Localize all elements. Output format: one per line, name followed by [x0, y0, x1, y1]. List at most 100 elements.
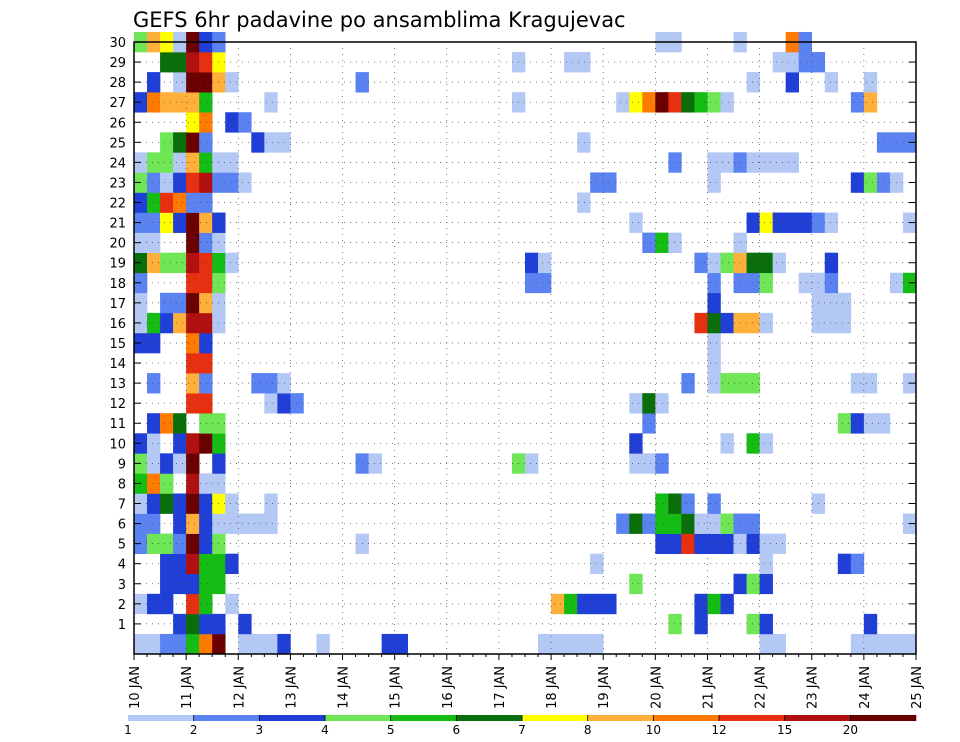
heatmap-cell — [160, 633, 174, 655]
heatmap-cell — [707, 92, 721, 113]
heatmap-cell — [616, 513, 630, 534]
heatmap-cell — [251, 513, 265, 534]
heatmap-cell — [746, 272, 760, 294]
heatmap-cell — [629, 433, 643, 454]
heatmap-cell — [655, 232, 669, 253]
y-axis: 1234567891011121314151617181920212223242… — [109, 36, 916, 633]
heatmap-cell — [199, 272, 213, 294]
heatmap-cell — [772, 533, 786, 554]
heatmap-cell — [694, 312, 708, 334]
heatmap-cell — [147, 453, 161, 474]
heatmap-cell — [655, 533, 669, 554]
heatmap-cell — [368, 453, 382, 474]
y-tick-label: 29 — [109, 56, 126, 71]
heatmap-cell — [759, 533, 773, 554]
heatmap-cell — [629, 513, 643, 534]
heatmap-cell — [707, 373, 721, 394]
colorbar-label: 4 — [321, 723, 329, 737]
heatmap-cell — [707, 292, 721, 314]
heatmap-cell — [824, 272, 839, 294]
colorbar-swatch — [653, 715, 720, 721]
y-tick-label: 3 — [118, 578, 126, 593]
heatmap-cell — [720, 252, 734, 274]
heatmap-cell — [186, 52, 200, 73]
heatmap-cell — [707, 332, 721, 354]
y-tick-label: 19 — [109, 257, 126, 272]
heatmap-cell — [824, 72, 839, 93]
heatmap-cell — [225, 513, 239, 534]
y-tick-label: 4 — [118, 558, 126, 573]
heatmap-cell — [186, 272, 200, 294]
heatmap-cell — [668, 533, 682, 554]
heatmap-cell — [173, 92, 187, 113]
y-tick-label: 17 — [109, 297, 126, 312]
heatmap-cell — [160, 312, 174, 334]
heatmap-cell — [655, 393, 669, 414]
heatmap-cell — [251, 132, 265, 153]
heatmap-cell — [264, 513, 278, 534]
heatmap-cell — [746, 252, 760, 274]
heatmap-cell — [902, 633, 917, 655]
x-tick-label: 11 JAN — [180, 666, 195, 709]
heatmap-cell — [264, 493, 278, 514]
heatmap-cell — [173, 413, 187, 434]
colorbar-label: 8 — [584, 723, 592, 737]
heatmap-cell — [746, 513, 760, 534]
heatmap-cell — [642, 513, 656, 534]
heatmap-cell — [538, 633, 552, 655]
heatmap-cell — [186, 553, 200, 575]
heatmap-cell — [798, 52, 813, 73]
heatmap-cell — [173, 52, 187, 73]
y-tick-label: 2 — [118, 598, 126, 613]
heatmap-cell — [277, 633, 291, 655]
heatmap-cell — [186, 332, 200, 354]
heatmap-cell — [147, 252, 161, 274]
y-tick-label: 24 — [109, 156, 126, 171]
heatmap-cell — [876, 132, 891, 153]
heatmap-cell — [199, 513, 213, 534]
x-tick-label: 21 JAN — [701, 666, 716, 709]
heatmap-cell — [264, 373, 278, 394]
heatmap-cell — [199, 212, 213, 233]
heatmap-cell — [707, 513, 721, 534]
heatmap-cell — [746, 533, 760, 554]
heatmap-cell — [238, 112, 252, 133]
heatmap-cell — [655, 92, 669, 113]
heatmap-cell — [264, 132, 278, 153]
heatmap-cell — [837, 413, 852, 434]
heatmap-cell — [381, 633, 395, 655]
heatmap-cell — [186, 353, 200, 374]
colorbar-swatch — [587, 715, 654, 721]
heatmap-cell — [577, 52, 591, 73]
heatmap-cell — [160, 553, 174, 575]
heatmap-cell — [746, 613, 760, 635]
heatmap-cell — [525, 252, 539, 274]
heatmap-cell — [134, 633, 148, 655]
heatmap-cells — [134, 31, 917, 655]
y-tick-label: 11 — [109, 417, 126, 432]
heatmap-cell — [199, 533, 213, 554]
y-tick-label: 7 — [118, 498, 126, 513]
heatmap-cell — [655, 453, 669, 474]
x-tick-label: 13 JAN — [284, 666, 299, 709]
heatmap-cell — [147, 332, 161, 354]
y-tick-label: 21 — [109, 217, 126, 232]
heatmap-cell — [772, 212, 786, 233]
heatmap-cell — [759, 252, 773, 274]
colorbar-swatch — [719, 715, 785, 721]
heatmap-cell — [720, 373, 734, 394]
heatmap-cell — [694, 593, 708, 615]
heatmap-cell — [186, 433, 200, 454]
heatmap-cell — [759, 272, 773, 294]
heatmap-cell — [707, 152, 721, 173]
x-tick-label: 25 JAN — [910, 666, 925, 709]
heatmap-cell — [147, 533, 161, 554]
heatmap-cell — [186, 633, 200, 655]
heatmap-cell — [785, 72, 799, 93]
heatmap-cell — [824, 252, 839, 274]
heatmap-cell — [160, 533, 174, 554]
heatmap-cell — [564, 593, 578, 615]
colorbar-swatch — [259, 715, 326, 721]
y-tick-label: 15 — [109, 337, 126, 352]
